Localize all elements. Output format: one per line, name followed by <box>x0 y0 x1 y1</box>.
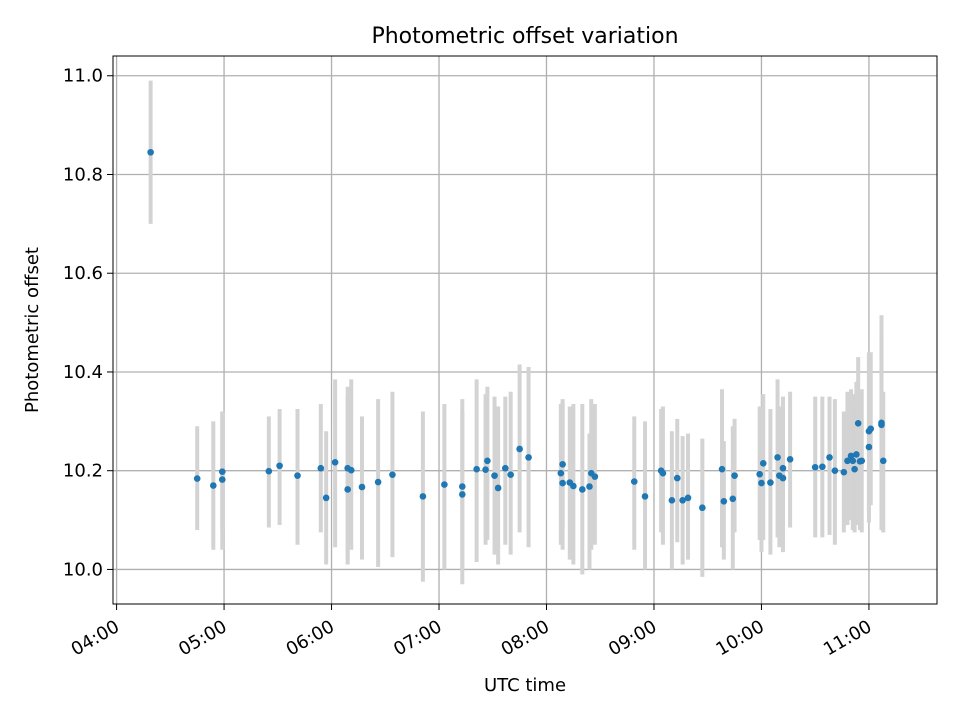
data-point <box>668 497 676 504</box>
y-tick-label: 10.4 <box>63 362 103 383</box>
data-point <box>659 469 667 477</box>
data-point <box>679 497 686 504</box>
data-point <box>559 460 566 468</box>
data-point <box>720 498 728 505</box>
data-point <box>210 482 217 489</box>
data-point <box>641 493 649 500</box>
data-point <box>491 472 498 479</box>
data-point <box>516 445 523 453</box>
data-point <box>826 454 833 461</box>
data-point <box>419 493 427 500</box>
data-point <box>441 481 448 488</box>
data-point <box>218 468 226 475</box>
data-point <box>494 484 502 492</box>
data-point <box>317 464 325 472</box>
data-point <box>858 457 866 465</box>
data-point <box>322 494 330 502</box>
data-point <box>811 463 819 471</box>
data-point <box>570 482 577 490</box>
chart-title: Photometric offset variation <box>371 24 678 49</box>
data-point <box>218 476 226 483</box>
data-point <box>459 483 466 490</box>
data-point <box>867 425 875 433</box>
data-point <box>853 451 860 458</box>
data-point <box>193 475 201 482</box>
data-point <box>819 463 826 471</box>
data-point <box>276 462 283 470</box>
data-point <box>759 459 767 467</box>
data-point <box>525 454 532 461</box>
data-point <box>586 483 593 490</box>
data-point <box>854 420 862 427</box>
plot-frame <box>112 55 938 605</box>
data-point <box>844 457 851 465</box>
data-point <box>779 464 787 472</box>
data-point <box>684 494 692 502</box>
data-point <box>630 478 638 485</box>
data-point <box>786 456 794 463</box>
data-point <box>559 479 566 487</box>
data-point <box>484 457 491 465</box>
plot-area <box>113 56 937 604</box>
data-point <box>779 474 787 482</box>
data-points <box>147 148 887 512</box>
y-tick-label: 11.0 <box>63 66 103 87</box>
data-point <box>344 486 351 493</box>
data-point <box>731 472 738 479</box>
data-point <box>756 470 763 478</box>
data-point <box>579 486 586 493</box>
data-point <box>849 457 857 465</box>
x-axis-label: UTC time <box>484 675 566 696</box>
data-point <box>767 479 774 486</box>
data-point <box>831 467 839 475</box>
data-point <box>331 459 339 466</box>
data-point <box>718 465 726 473</box>
data-point <box>374 478 382 486</box>
data-point <box>879 457 887 465</box>
data-point <box>473 465 480 473</box>
data-point <box>507 471 514 478</box>
data-point <box>865 443 873 451</box>
data-point <box>729 495 737 503</box>
y-tick-label: 10.8 <box>63 164 103 185</box>
data-point <box>774 454 781 461</box>
data-point <box>459 491 466 498</box>
data-point <box>878 419 885 427</box>
data-point <box>851 465 858 473</box>
data-point <box>265 467 273 475</box>
data-point <box>358 483 366 491</box>
data-point <box>389 471 396 478</box>
data-point <box>482 466 489 474</box>
data-point <box>347 466 355 474</box>
data-point <box>758 479 765 487</box>
data-point <box>591 473 599 480</box>
y-tick-label: 10.0 <box>63 559 103 580</box>
data-point <box>501 464 509 472</box>
data-point <box>673 474 681 482</box>
data-point <box>557 469 565 477</box>
data-point <box>294 472 301 479</box>
y-tick-label: 10.2 <box>63 461 103 482</box>
data-point <box>147 148 154 156</box>
data-point <box>699 504 706 512</box>
y-axis-label: Photometric offset <box>22 247 43 413</box>
data-point <box>840 468 848 476</box>
y-tick-label: 10.6 <box>63 263 103 284</box>
y-axis: 10.0 10.2 10.4 10.6 10.8 11.0 <box>63 66 113 580</box>
